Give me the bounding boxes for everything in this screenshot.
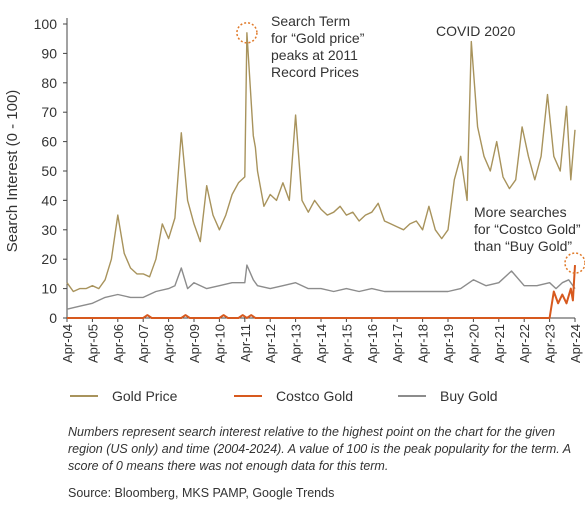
x-tick-label: Apr-24 [568,324,583,363]
x-tick-label: Apr-04 [60,324,75,363]
x-tick-label: Apr-13 [289,324,304,363]
y-tick-label: 50 [41,163,57,179]
x-tick-label: Apr-16 [365,324,380,363]
series-line-buy-gold [66,264,576,310]
x-tick-label: Apr-19 [441,324,456,363]
legend-label-gold-price: Gold Price [112,388,178,404]
legend-swatch-gold-price [70,395,98,397]
y-tick-label: 0 [49,310,57,326]
x-tick-label: Apr-14 [314,324,329,363]
x-tick-label: Apr-22 [517,324,532,363]
y-tick-label: 30 [41,222,57,238]
annotation-text: Search Term [271,13,350,29]
annotation-text: than “Buy Gold” [474,238,572,254]
annotation-text: Record Prices [271,64,359,80]
x-tick-label: Apr-20 [466,324,481,363]
legend-swatch-buy-gold [398,395,426,397]
legend-item-costco-gold: Costco Gold [234,388,353,404]
annotation-text: COVID 2020 [436,23,516,39]
x-tick-label: Apr-10 [212,324,227,363]
legend-item-gold-price: Gold Price [70,388,177,404]
y-axis-title: Search Interest (0 - 100) [4,90,21,253]
x-tick-label: Apr-07 [136,324,151,363]
annotation-text: More searches [474,204,567,220]
y-tick-label: 60 [41,134,57,150]
annotation-text: for “Costco Gold” [474,221,581,237]
chart-source: Source: Bloomberg, MKS PAMP, Google Tren… [68,486,335,500]
legend-item-buy-gold: Buy Gold [398,388,498,404]
y-tick-label: 20 [41,251,57,267]
y-tick-label: 70 [41,104,57,120]
x-tick-label: Apr-12 [263,324,278,363]
x-tick-label: Apr-21 [492,324,507,363]
x-tick-label: Apr-08 [162,324,177,363]
chart-legend: Gold Price Costco Gold Buy Gold [0,388,585,412]
series-line-gold-price [66,32,576,293]
y-tick-label: 100 [34,16,58,32]
y-tick-label: 90 [41,45,57,61]
chart-footnote: Numbers represent search interest relati… [68,425,571,473]
x-tick-label: Apr-06 [111,324,126,363]
y-tick-label: 10 [41,281,57,297]
annotation-text: for “Gold price” [271,30,365,46]
x-tick-label: Apr-18 [416,324,431,363]
y-tick-label: 80 [41,75,57,91]
legend-swatch-costco-gold [234,395,262,397]
x-tick-label: Apr-23 [543,324,558,363]
y-tick-label: 40 [41,192,57,208]
line-chart: 0 10 20 30 40 50 60 70 80 90 100 Search Interest (0… [4,13,585,363]
series-line-costco-gold [67,265,576,319]
legend-label-buy-gold: Buy Gold [440,388,498,404]
annotation-text: peaks at 2011 [271,47,358,63]
legend-label-costco-gold: Costco Gold [276,388,354,404]
x-tick-label: Apr-17 [390,324,405,363]
x-tick-label: Apr-09 [187,324,202,363]
x-tick-label: Apr-05 [85,324,100,363]
annotation-circle [236,22,258,44]
x-tick-label: Apr-15 [339,324,354,363]
x-tick-label: Apr-11 [238,324,253,362]
